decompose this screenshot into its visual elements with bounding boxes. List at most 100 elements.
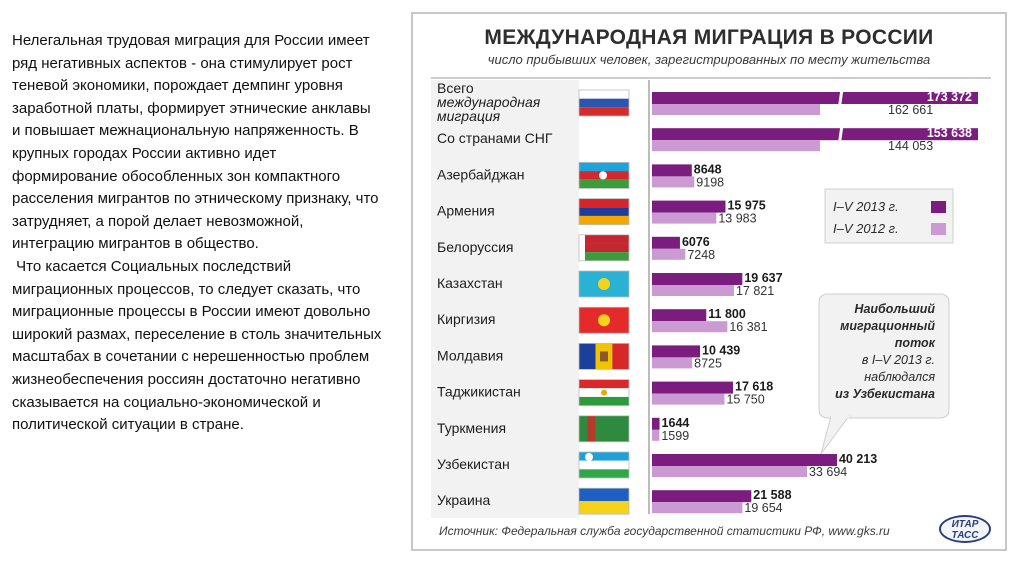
category-label: Белоруссия — [437, 239, 514, 255]
value-label-2013: 173 372 — [927, 90, 972, 104]
value-label-2012: 16 381 — [729, 320, 767, 334]
flag-Украина — [578, 487, 630, 515]
flag-stripe — [579, 379, 629, 389]
flag-border — [578, 379, 630, 407]
flag-Таджикистан — [578, 379, 630, 407]
flag-stripe — [579, 234, 629, 244]
flag-Туркмения — [578, 415, 630, 443]
value-label-2013: 11 800 — [708, 307, 746, 321]
callout-line: из Узбекистана — [835, 387, 935, 401]
callout-pointer — [820, 415, 850, 455]
value-label-2012: 13 983 — [718, 212, 756, 226]
flag-border — [578, 342, 630, 370]
flag-stripe — [579, 207, 629, 216]
logo-line-2: ТАСС — [951, 530, 979, 541]
flag-Армения — [578, 198, 630, 226]
flag-emblem — [601, 389, 607, 396]
article-paragraph-1: Нелегальная трудовая миграция для России… — [12, 32, 383, 253]
flag-stripe — [579, 98, 629, 108]
bar-2013 — [652, 309, 707, 322]
category-label: Армения — [437, 203, 495, 219]
flag-stripe — [579, 243, 629, 253]
legend-swatch-2013 — [931, 201, 946, 213]
callout-line: миграционный — [840, 319, 935, 333]
flag-stripe — [579, 415, 629, 442]
flag-stripe — [579, 396, 629, 406]
bar-2013 — [652, 92, 978, 104]
flag-stripe — [612, 343, 629, 370]
flag-Казахстан — [578, 270, 630, 298]
callout-line: наблюдался — [864, 370, 935, 384]
flag-stripe — [579, 252, 629, 261]
chart-title: МЕЖДУНАРОДНАЯ МИГРАЦИЯ В РОССИИ — [484, 26, 934, 49]
legend-label-2013: I–V 2013 г. — [833, 199, 899, 214]
value-label-2013: 21 588 — [753, 488, 791, 502]
flag-border — [578, 415, 630, 443]
flag-emblem — [600, 351, 608, 362]
value-label-2013: 15 975 — [727, 199, 765, 213]
flag-stripe — [579, 179, 629, 189]
flag-stripe — [579, 107, 629, 116]
bar-2012 — [652, 393, 725, 405]
category-label: Украина — [437, 492, 491, 508]
chart-subtitle: число прибывших человек, зарегистрирован… — [487, 52, 931, 67]
itar-tass-logo: ИТАР ТАСС — [939, 515, 991, 543]
flag-Азербайджан — [578, 161, 630, 189]
bar-2012 — [652, 212, 717, 224]
value-label-2012: 15 750 — [726, 393, 764, 407]
article-text: Нелегальная трудовая миграция для России… — [12, 30, 382, 437]
bar-2012 — [652, 357, 693, 369]
flag-border — [578, 89, 630, 117]
value-label-2013: 153 638 — [927, 126, 972, 140]
flag-border — [578, 270, 630, 298]
callout-line: Наибольший — [854, 302, 935, 316]
flag-Молдавия — [578, 342, 630, 370]
callout-line: поток — [895, 336, 936, 350]
flag-emblem — [585, 453, 593, 461]
axis-break-mark — [836, 88, 844, 118]
flag-stripe — [579, 452, 629, 461]
category-label: Всего международная миграция — [437, 80, 541, 124]
bar-2012 — [652, 502, 743, 514]
flag-Узбекистан — [578, 451, 630, 479]
flag-emblem — [599, 171, 607, 180]
value-label-2012: 7248 — [687, 248, 715, 262]
value-label-2012: 17 821 — [736, 284, 774, 298]
bar-2013 — [652, 454, 837, 466]
value-label-2012: 1599 — [661, 429, 689, 443]
value-label-2013: 40 213 — [839, 452, 877, 466]
value-label-2013: 8648 — [694, 162, 722, 176]
flag-emblem — [587, 415, 595, 442]
category-label: Казахстан — [437, 275, 503, 291]
flag-stripe — [579, 215, 629, 225]
legend-label-2012: I–V 2012 г. — [833, 221, 899, 236]
bar-2013 — [652, 345, 701, 358]
callout-box — [818, 293, 950, 419]
flag-emblem — [598, 314, 610, 327]
bar-2012 — [652, 248, 686, 260]
value-label-2013: 1644 — [662, 416, 690, 430]
value-label-2013: 17 618 — [735, 380, 773, 394]
callout-line: в I–V 2013 г. — [862, 353, 935, 367]
callout-pointer-join — [831, 414, 849, 418]
migration-infographic: МЕЖДУНАРОДНАЯ МИГРАЦИЯ В РОССИИ число пр… — [411, 12, 1007, 551]
flag-emblem — [579, 234, 585, 261]
bar-2013 — [652, 381, 734, 394]
bar-2012 — [652, 429, 660, 441]
category-label: Таджикистан — [437, 384, 521, 400]
value-label-2012: 8725 — [694, 356, 722, 370]
flag-border — [578, 234, 630, 262]
article-paragraph-2: Что касается Социальных последствий мигр… — [12, 257, 386, 434]
value-label-2012: 144 053 — [888, 139, 933, 153]
value-label-2012: 33 694 — [809, 465, 847, 479]
category-label: Со странами СНГ — [437, 130, 553, 146]
value-label-2013: 19 637 — [744, 271, 782, 285]
value-label-2012: 9198 — [696, 175, 724, 189]
value-label-2012: 19 654 — [744, 501, 782, 515]
flag-stripe — [579, 460, 629, 470]
axis-break-mark — [836, 124, 844, 154]
legend-swatch-2012 — [931, 223, 946, 235]
flag-border — [578, 198, 630, 226]
flag-border — [578, 306, 630, 334]
